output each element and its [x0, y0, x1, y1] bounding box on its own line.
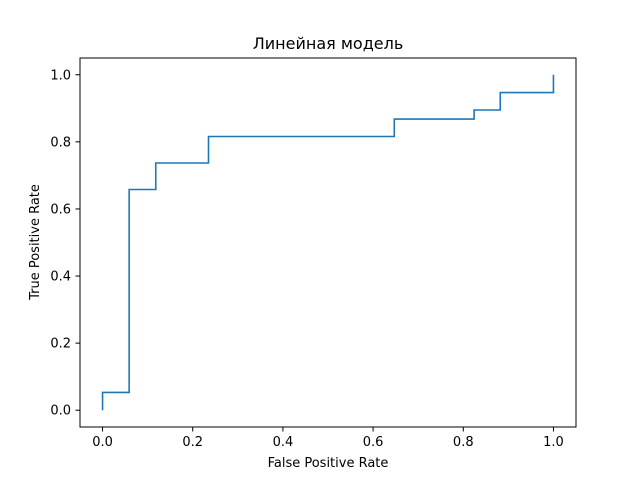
- x-tick-label: 1.0: [543, 435, 564, 450]
- y-tick-label: 0.6: [50, 202, 71, 217]
- y-axis-label: True Positive Rate: [28, 184, 43, 301]
- x-axis-label: False Positive Rate: [268, 456, 389, 471]
- x-tick-label: 0.2: [182, 435, 203, 450]
- y-tick-label: 0.8: [50, 135, 71, 150]
- y-tick-label: 0.2: [50, 337, 71, 352]
- y-tick-label: 0.4: [50, 270, 71, 285]
- chart-title: Линейная модель: [253, 34, 404, 53]
- y-tick-label: 1.0: [50, 68, 71, 83]
- series-layer: [101, 74, 555, 411]
- x-tick-label: 0.0: [92, 435, 113, 450]
- roc-curve-line: [101, 74, 555, 411]
- x-tick-label: 0.6: [363, 435, 384, 450]
- x-tick-label: 0.4: [273, 435, 294, 450]
- x-tick-label: 0.8: [453, 435, 474, 450]
- y-axis: 0.0 0.2 0.4 0.6 0.8 1.0: [50, 68, 80, 419]
- plot-frame: [79, 57, 577, 428]
- y-tick-label: 0.0: [50, 404, 71, 419]
- x-axis: 0.0 0.2 0.4 0.6 0.8 1.0: [92, 427, 564, 450]
